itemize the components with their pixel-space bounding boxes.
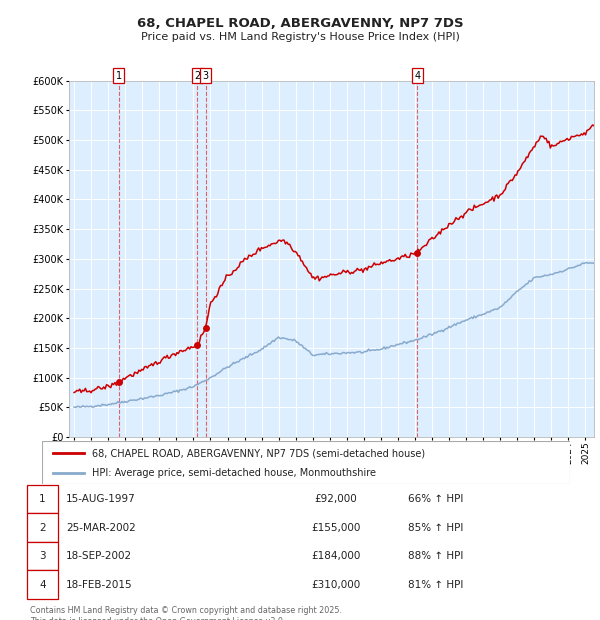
Text: 85% ↑ HPI: 85% ↑ HPI [408,523,463,533]
Text: 1: 1 [116,71,122,81]
Text: 3: 3 [203,71,209,81]
Text: 2: 2 [39,523,46,533]
Text: 66% ↑ HPI: 66% ↑ HPI [408,494,463,504]
Text: Price paid vs. HM Land Registry's House Price Index (HPI): Price paid vs. HM Land Registry's House … [140,32,460,42]
Text: 25-MAR-2002: 25-MAR-2002 [66,523,136,533]
Text: 15-AUG-1997: 15-AUG-1997 [66,494,136,504]
Text: £155,000: £155,000 [311,523,361,533]
Text: HPI: Average price, semi-detached house, Monmouthshire: HPI: Average price, semi-detached house,… [92,468,376,478]
Text: Contains HM Land Registry data © Crown copyright and database right 2025.
This d: Contains HM Land Registry data © Crown c… [30,606,342,620]
Text: 4: 4 [414,71,420,81]
Text: 81% ↑ HPI: 81% ↑ HPI [408,580,463,590]
Text: 2: 2 [194,71,200,81]
Text: 4: 4 [39,580,46,590]
Text: £310,000: £310,000 [311,580,361,590]
Text: 68, CHAPEL ROAD, ABERGAVENNY, NP7 7DS: 68, CHAPEL ROAD, ABERGAVENNY, NP7 7DS [137,17,463,30]
FancyBboxPatch shape [42,441,570,484]
Text: 18-FEB-2015: 18-FEB-2015 [66,580,133,590]
Text: 1: 1 [39,494,46,504]
Text: 88% ↑ HPI: 88% ↑ HPI [408,551,463,561]
Text: 18-SEP-2002: 18-SEP-2002 [66,551,132,561]
Text: 3: 3 [39,551,46,561]
Text: £184,000: £184,000 [311,551,361,561]
Text: 68, CHAPEL ROAD, ABERGAVENNY, NP7 7DS (semi-detached house): 68, CHAPEL ROAD, ABERGAVENNY, NP7 7DS (s… [92,448,425,458]
Text: £92,000: £92,000 [314,494,358,504]
